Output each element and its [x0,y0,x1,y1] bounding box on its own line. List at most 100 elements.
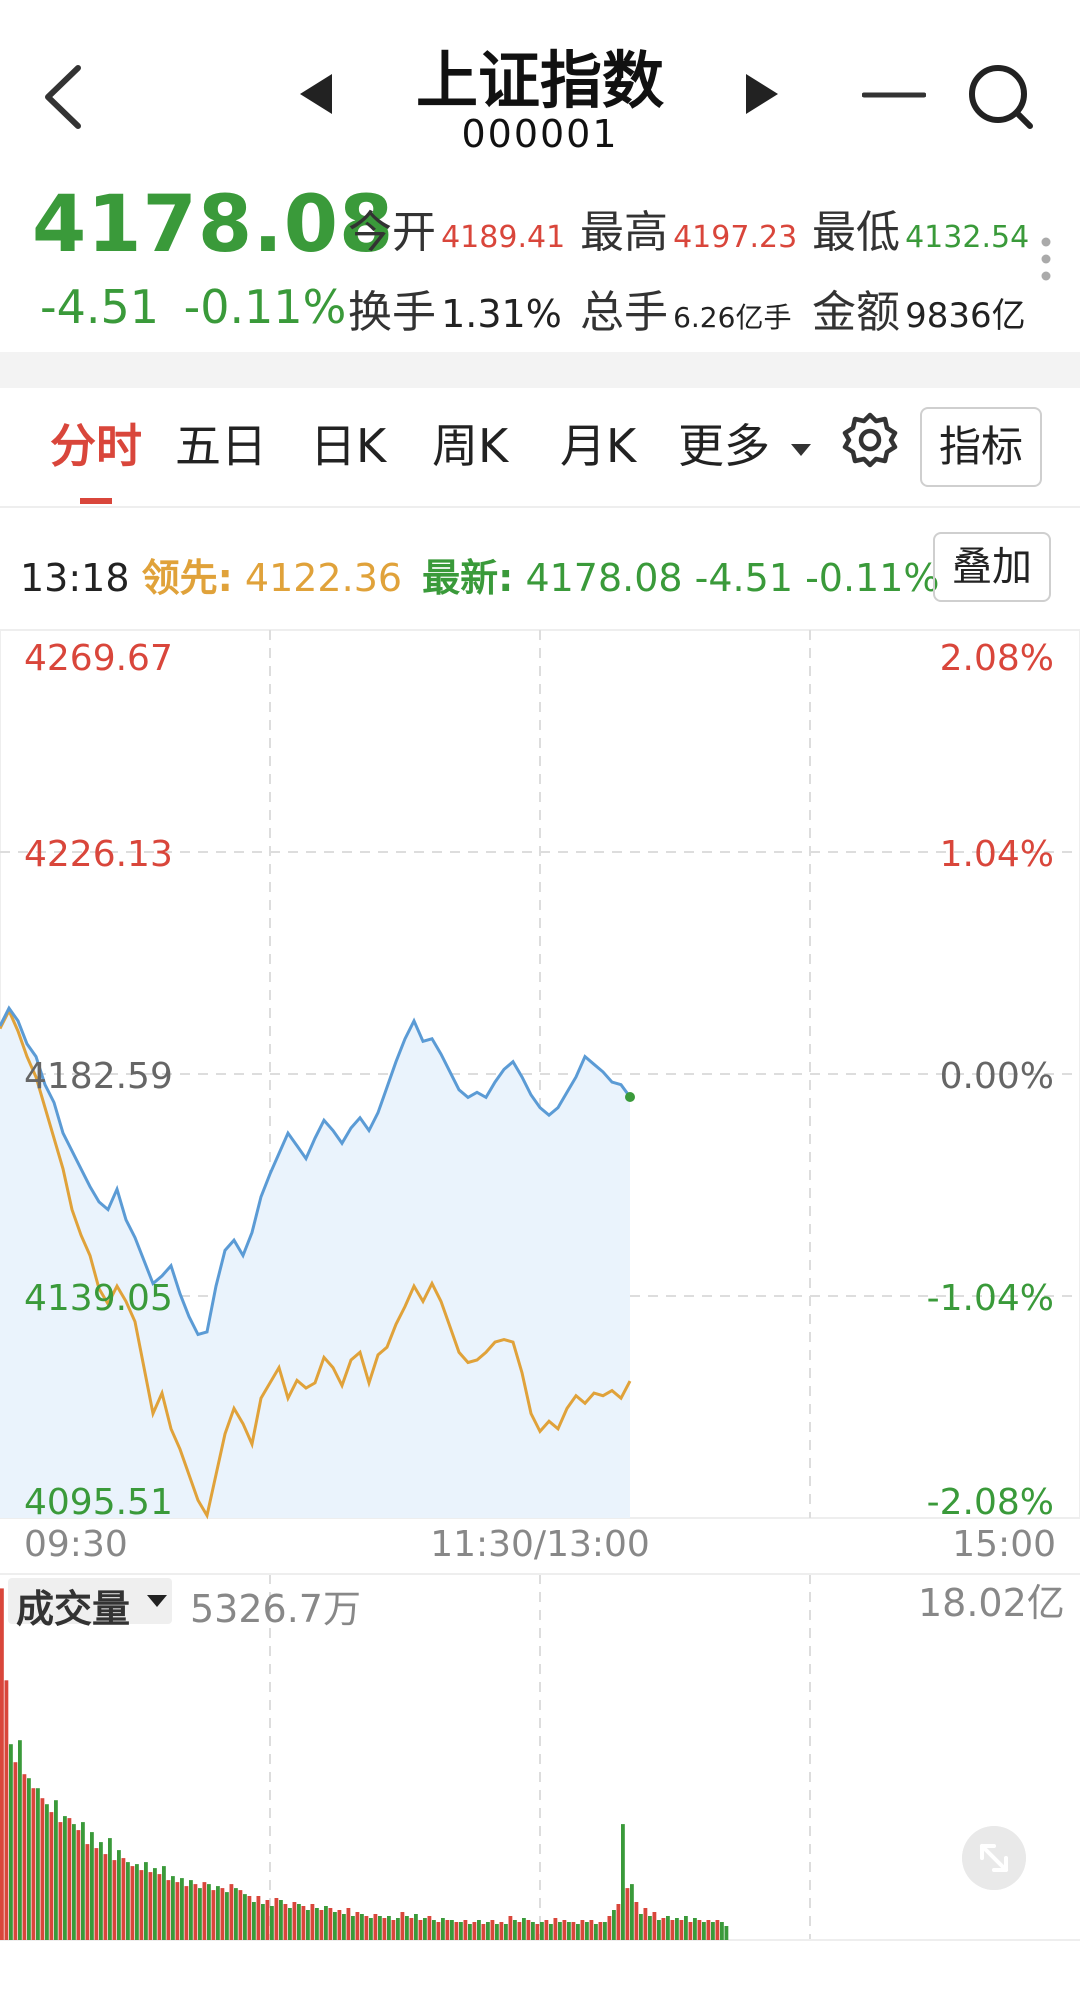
volume-bar [535,1924,540,1940]
stat-value: 4132.54 [905,220,1030,255]
gear-icon[interactable] [842,412,898,468]
volume-bar [450,1920,454,1940]
volume-bar [355,1912,360,1940]
volume-bar [234,1888,238,1940]
volume-bar [238,1890,243,1940]
volume-bar [27,1778,31,1940]
tab-more[interactable]: 更多 [678,410,813,476]
volume-bar [108,1838,112,1940]
info-lead-value: 4122.36 [244,556,403,600]
volume-bar [103,1854,108,1940]
volume-bar [598,1922,603,1940]
volume-bar [553,1918,558,1940]
volume-bar [288,1908,292,1940]
tab-weekly-k[interactable]: 周K [432,419,509,473]
volume-bar [292,1902,297,1940]
volume-bar [693,1918,697,1940]
volume-bar [36,1788,40,1940]
volume-bar [679,1920,684,1940]
volume-bar [400,1912,405,1940]
x-tick-label: 15:00 [952,1524,1056,1565]
volume-bar [301,1906,306,1940]
volume-bar [378,1916,382,1940]
y-left-tick-label: 4095.51 [24,1482,173,1523]
minus-icon[interactable] [862,80,926,110]
volume-bar [594,1924,598,1940]
volume-bar [432,1920,436,1940]
volume-bar [121,1858,126,1940]
tab-intraday[interactable]: 分时 [50,419,142,473]
info-latest-percent: -0.11% [805,556,940,600]
volume-bar [589,1920,594,1940]
back-arrow-icon[interactable] [40,62,88,132]
volume-bar [283,1904,288,1940]
volume-bar [504,1924,508,1940]
tab-more-label: 更多 [678,419,770,473]
volume-bar [333,1912,337,1940]
volume-bar [148,1872,153,1940]
volume-bar [265,1900,270,1940]
volume-bar [630,1884,634,1940]
expand-icon[interactable] [962,1826,1026,1890]
volume-bar [697,1920,702,1940]
volume-bar [585,1922,589,1940]
tab-monthly-k[interactable]: 月K [560,419,637,473]
volume-bar [22,1774,27,1940]
volume-bar [445,1920,450,1940]
info-latest-value: 4178.08 [525,556,683,600]
change-value: -4.51 [40,280,160,334]
lead-line [0,1007,632,1520]
indicator-button[interactable]: 指标 [920,407,1042,487]
volume-bar [319,1910,324,1940]
volume-bar [567,1922,571,1940]
info-lead-label: 领先: [141,556,233,600]
prev-stock-icon[interactable] [296,72,336,116]
price-area [0,1008,630,1518]
stat-label: 今开 [348,207,436,258]
volume-bar [634,1902,639,1940]
volume-bar [63,1816,67,1940]
volume-bar [342,1914,346,1940]
volume-bar [688,1922,693,1940]
volume-bar [409,1918,414,1940]
tab-daily-k[interactable]: 日K [310,419,387,473]
price-line [0,1005,632,1337]
volume-selector[interactable]: 成交量 [8,1578,172,1631]
y-right-tick-label: 1.04% [940,834,1054,875]
volume-bar [4,1680,9,1940]
volume-bar [72,1824,76,1940]
stat-volume-hands: 总手 6.26亿手 [580,276,791,340]
overlay-button[interactable]: 叠加 [933,532,1051,602]
stat-low: 最低 4132.54 [812,196,1029,260]
next-stock-icon[interactable] [742,72,782,116]
volume-bar [166,1880,171,1940]
price-end-dot [625,1091,635,1102]
search-icon[interactable] [966,62,1036,132]
volume-bar [324,1906,328,1940]
volume-bar [684,1916,688,1940]
volume-bar [175,1882,180,1940]
volume-bar [477,1920,481,1940]
volume-bar [418,1920,423,1940]
volume-bar [468,1924,472,1940]
volume-bar [454,1922,459,1940]
price-change: -4.51 -0.11% [40,280,346,334]
volume-bar [31,1788,36,1940]
volume-bar [270,1906,274,1940]
volume-bar [607,1916,612,1940]
volume-bar [360,1914,364,1940]
volume-max: 18.02亿 [918,1581,1065,1625]
volume-bar [198,1888,202,1940]
volume-bar [364,1916,369,1940]
volume-bar [310,1904,315,1940]
volume-bar [652,1912,657,1940]
tab-five-day[interactable]: 五日 [175,419,267,473]
more-dots-icon[interactable] [1040,236,1052,282]
volume-bar [414,1914,418,1940]
volume-bar [162,1866,166,1940]
volume-bar [427,1916,432,1940]
y-left-tick-label: 4139.05 [24,1278,173,1319]
x-tick-label: 09:30 [24,1524,128,1565]
section-divider [0,352,1080,388]
volume-bar [481,1924,486,1940]
